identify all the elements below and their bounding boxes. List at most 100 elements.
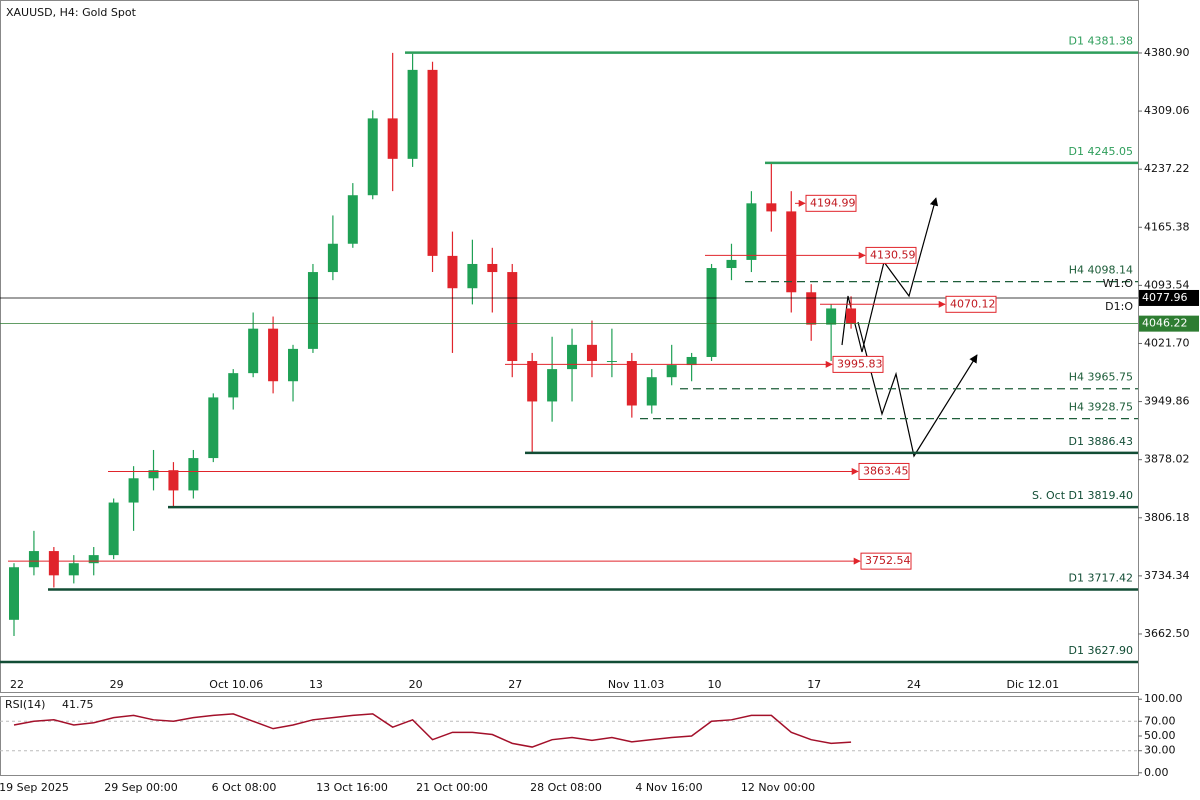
candle-body: [706, 268, 717, 357]
candle-body: [9, 567, 19, 620]
target-label: 3995.83: [837, 357, 883, 370]
price-tag-label: 4046.22: [1142, 317, 1188, 330]
candle-body: [826, 308, 837, 325]
candle-body: [307, 272, 318, 349]
candle-body: [846, 308, 857, 324]
candle-body: [168, 470, 179, 491]
candle-body: [48, 551, 59, 576]
y-tick-label: 4380.90: [1144, 46, 1190, 59]
x-tick-label: Oct 10.06: [209, 678, 263, 691]
rsi-value: 41.75: [62, 698, 94, 711]
candle-body: [686, 356, 697, 366]
x-tick-label: 20: [409, 678, 423, 691]
time-label: 6 Oct 08:00: [212, 781, 277, 794]
candle-body: [108, 502, 119, 556]
time-label: 12 Nov 00:00: [741, 781, 815, 794]
x-tick-label: 13: [309, 678, 323, 691]
y-tick-label: 3734.34: [1144, 569, 1190, 582]
y-tick-label: 4093.54: [1144, 278, 1190, 291]
y-tick-label: 4021.70: [1144, 336, 1190, 349]
time-label: 29 Sep 00:00: [104, 781, 177, 794]
candle-body: [447, 255, 458, 289]
target-label: 4194.99: [810, 196, 856, 209]
x-tick-label: 27: [508, 678, 522, 691]
target-box: [858, 462, 910, 480]
target-label: 4130.59: [870, 248, 916, 261]
time-label: 19 Sep 2025: [0, 781, 69, 794]
level-label: H4 3965.75: [1069, 371, 1133, 384]
y-tick-label: 30.00: [1144, 744, 1176, 757]
target-box: [805, 194, 857, 212]
time-label: 21 Oct 00:00: [416, 781, 488, 794]
target-box: [832, 355, 884, 373]
rsi-title: RSI(14): [5, 698, 45, 711]
candle-body: [507, 272, 518, 362]
time-label: 13 Oct 16:00: [316, 781, 388, 794]
y-tick-label: 3878.02: [1144, 453, 1190, 466]
candle-body: [228, 373, 239, 398]
level-label: D1 3627.90: [1069, 644, 1133, 657]
candle-body: [467, 263, 478, 289]
time-label: 28 Oct 08:00: [530, 781, 602, 794]
candle-body: [726, 259, 737, 269]
price-tag: [1139, 315, 1199, 332]
candle-body: [208, 397, 219, 459]
candle-body: [487, 263, 498, 273]
candle-body: [646, 377, 657, 406]
candle-body: [427, 69, 438, 256]
x-tick-label: Nov 11.03: [608, 678, 664, 691]
level-label: H4 3928.75: [1069, 401, 1133, 414]
candle-body: [327, 243, 338, 273]
scenario-arrow: [857, 321, 978, 458]
target-label: 3752.54: [865, 554, 911, 567]
y-tick-label: 4165.38: [1144, 220, 1190, 233]
level-label: H4 4098.14: [1069, 264, 1133, 277]
y-tick-label: 3806.18: [1144, 511, 1190, 524]
y-tick-label: 70.00: [1144, 714, 1176, 727]
target-box: [945, 295, 997, 313]
candle-body: [766, 203, 777, 212]
level-label: D1 3717.42: [1069, 572, 1133, 585]
candle-body: [367, 118, 378, 196]
candle-body: [128, 478, 139, 503]
target-box: [865, 246, 917, 264]
rsi-frame: [0, 696, 1139, 776]
y-tick-label: 3662.50: [1144, 627, 1190, 640]
candle-body: [786, 211, 797, 293]
y-tick-label: 4309.06: [1144, 104, 1190, 117]
candle-body: [347, 195, 358, 244]
y-tick-label: 3949.86: [1144, 395, 1190, 408]
annotation: D1:O: [1105, 300, 1133, 313]
level-label: D1 4245.05: [1069, 145, 1133, 158]
annotation: W1:O: [1103, 277, 1134, 290]
x-tick-label: Dic 12.01: [1007, 678, 1060, 691]
candle-body: [68, 563, 79, 576]
target-label: 4070.12: [950, 297, 996, 310]
candle-body: [88, 555, 99, 564]
candle-body: [527, 361, 538, 402]
candle-body: [567, 344, 578, 370]
chart-title: XAUUSD, H4: Gold Spot: [6, 6, 137, 19]
main-frame: [0, 0, 1139, 693]
target-box: [860, 552, 912, 570]
candle-body: [387, 118, 398, 159]
x-tick-label: 17: [807, 678, 821, 691]
y-tick-label: 50.00: [1144, 729, 1176, 742]
level-label: D1 4381.38: [1069, 35, 1133, 48]
candle-body: [806, 292, 817, 325]
candle-body: [547, 369, 558, 402]
price-tag: [1139, 289, 1199, 306]
level-label: D1 3886.43: [1069, 435, 1133, 448]
y-tick-label: 0.00: [1144, 766, 1169, 779]
candle-body: [188, 458, 199, 491]
candle-body: [288, 348, 299, 382]
y-tick-label: 100.00: [1144, 692, 1183, 705]
time-label: 4 Nov 16:00: [635, 781, 702, 794]
candle-body: [248, 328, 259, 374]
scenario-arrow: [841, 197, 939, 353]
candle-body: [746, 203, 757, 260]
candle-body: [148, 470, 159, 479]
level-label: S. Oct D1 3819.40: [1032, 489, 1133, 502]
target-label: 3863.45: [863, 464, 909, 477]
